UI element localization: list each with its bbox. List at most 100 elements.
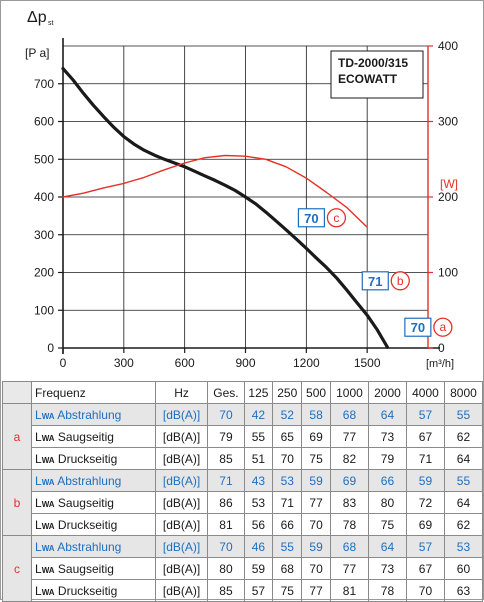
value-cell: 52: [272, 403, 303, 426]
value-cell: 69: [329, 469, 369, 492]
lwa-symbol: L: [35, 429, 42, 444]
group-label-b: b: [2, 469, 32, 536]
value-cell: 70: [301, 557, 331, 580]
lwa-symbol: L: [35, 473, 42, 488]
sound-table: Frequenz Hz Ges. 125 250 500 1000 2000 4000 8000 a…: [2, 381, 484, 602]
row-unit: [dB(A)]: [154, 425, 209, 448]
row-label: LWA Abstrahlung: [31, 469, 156, 492]
lwa-sub: WA: [41, 411, 55, 421]
value-cell: 75: [272, 579, 303, 602]
row-name: Druckseitig: [54, 517, 118, 532]
y2-tick-label: 300: [438, 115, 458, 129]
value-cell: 70: [301, 513, 331, 536]
value-cell: 70: [405, 579, 445, 602]
lwa-symbol: L: [35, 407, 42, 422]
table-row: LWA Saugseitig [dB(A)] 80 59 68 70 77 73 67 60: [3, 557, 484, 580]
value-cell: 55: [243, 425, 274, 448]
pressure-curve: [61, 67, 389, 349]
value-cell: 72: [405, 491, 445, 514]
lwa-symbol: L: [35, 583, 42, 598]
value-cell: 59: [405, 469, 445, 492]
annotation-letter-b: b: [397, 274, 404, 288]
row-name: Druckseitig: [54, 451, 118, 466]
row-unit: [dB(A)]: [154, 535, 209, 558]
value-cell: 64: [367, 403, 407, 426]
table-row: LWA Druckseitig [dB(A)] 85 57 75 77 81 78 70 63: [3, 579, 484, 602]
value-cell: 67: [405, 425, 445, 448]
value-cell: 85: [207, 447, 245, 470]
y-tick-label: 100: [34, 303, 54, 317]
lwa-symbol: L: [35, 451, 42, 466]
table-row: LWA Druckseitig [dB(A)] 81 56 66 70 78 75 69 62: [3, 513, 484, 536]
annotation-circle-b: [390, 271, 410, 291]
y-tick-label: 500: [34, 152, 54, 166]
value-cell: 68: [329, 535, 369, 558]
group-label-a: a: [2, 403, 32, 470]
header-cell: 125: [243, 381, 274, 404]
y2-axis-unit: [W]: [440, 177, 458, 191]
lwa-sub: WA: [41, 499, 55, 509]
y2-tick-label: 400: [438, 39, 458, 53]
value-cell: 71: [207, 469, 245, 492]
lwa-sub: WA: [41, 477, 55, 487]
value-cell: 79: [207, 425, 245, 448]
x-tick-label: 600: [175, 356, 195, 370]
annotation-value-a: 70: [411, 320, 425, 335]
row-name: Abstrahlung: [54, 407, 122, 422]
y2-tick-label: 100: [438, 266, 458, 280]
y-axis-sub: st: [48, 20, 54, 27]
row-unit: [dB(A)]: [154, 491, 209, 514]
value-cell: 69: [405, 513, 445, 536]
chart-title-line: ECOWATT: [338, 72, 398, 86]
y-axis-symbol: Δp: [27, 9, 47, 26]
value-cell: 56: [243, 513, 274, 536]
value-cell: 66: [367, 469, 407, 492]
value-cell: 79: [367, 447, 407, 470]
annotation-box-b: [361, 271, 389, 291]
lwa-sub: WA: [41, 587, 55, 597]
value-cell: 68: [272, 557, 303, 580]
annotation-box-c: [297, 208, 326, 228]
lwa-symbol: L: [35, 561, 42, 576]
row-unit: [dB(A)]: [154, 513, 209, 536]
value-cell: 70: [207, 535, 245, 558]
lwa-symbol: L: [35, 495, 42, 510]
table-row: LWA Druckseitig [dB(A)] 85 51 70 75 82 79 71 64: [3, 447, 484, 470]
value-cell: 82: [329, 447, 369, 470]
annotation-letter-c: c: [333, 211, 339, 225]
y2-tick-label: 0: [438, 341, 445, 355]
header-cell: 4000: [405, 381, 445, 404]
value-cell: 77: [329, 557, 369, 580]
y2-tick-label: 200: [438, 190, 458, 204]
value-cell: 57: [405, 535, 445, 558]
value-cell: 80: [207, 557, 245, 580]
value-cell: 51: [243, 447, 274, 470]
y-tick-label: 0: [47, 341, 54, 355]
value-cell: 70: [272, 447, 303, 470]
power-curve: [62, 154, 368, 228]
row-name: Abstrahlung: [54, 473, 122, 488]
row-label: LWA Saugseitig: [31, 491, 156, 514]
value-cell: 43: [243, 469, 274, 492]
table-row: LWA Saugseitig [dB(A)] 79 55 65 69 77 73 67 62: [3, 425, 484, 448]
lwa-symbol: L: [35, 517, 42, 532]
value-cell: 69: [301, 425, 331, 448]
value-cell: 53: [272, 469, 303, 492]
y-tick-label: 300: [34, 228, 54, 242]
y-axis-unit: [P a]: [25, 46, 49, 60]
lwa-sub: WA: [41, 565, 55, 575]
value-cell: 57: [243, 579, 274, 602]
lwa-sub: WA: [41, 455, 55, 465]
value-cell: 81: [329, 579, 369, 602]
header-cell: 500: [301, 381, 331, 404]
annotation-value-b: 71: [368, 274, 382, 289]
row-label: LWA Druckseitig: [31, 579, 156, 602]
value-cell: 66: [272, 513, 303, 536]
value-cell: 78: [367, 579, 407, 602]
value-cell: 71: [405, 447, 445, 470]
value-cell: 80: [367, 491, 407, 514]
value-cell: 63: [443, 579, 484, 602]
value-cell: 42: [243, 403, 274, 426]
lwa-symbol: L: [35, 539, 42, 554]
value-cell: 59: [243, 557, 274, 580]
